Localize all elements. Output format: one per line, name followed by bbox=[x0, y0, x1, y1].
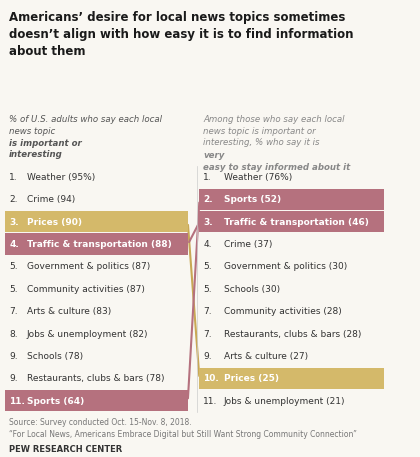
Text: Among those who say each local
news topic is important or
interesting, % who say: Among those who say each local news topi… bbox=[203, 115, 345, 147]
Text: Sports (64): Sports (64) bbox=[26, 397, 84, 406]
Text: 4.: 4. bbox=[203, 240, 212, 249]
FancyBboxPatch shape bbox=[5, 234, 188, 255]
Text: 11.: 11. bbox=[203, 397, 218, 406]
Text: 9.: 9. bbox=[9, 374, 18, 383]
Text: 4.: 4. bbox=[9, 240, 19, 249]
Text: Traffic & transportation (88): Traffic & transportation (88) bbox=[26, 240, 171, 249]
Text: Schools (30): Schools (30) bbox=[223, 285, 280, 294]
Text: Traffic & transportation (46): Traffic & transportation (46) bbox=[223, 218, 368, 227]
Text: Government & politics (30): Government & politics (30) bbox=[223, 262, 347, 271]
Text: Crime (37): Crime (37) bbox=[223, 240, 272, 249]
Text: Government & politics (87): Government & politics (87) bbox=[26, 262, 150, 271]
Text: Weather (76%): Weather (76%) bbox=[223, 173, 292, 182]
Text: 7.: 7. bbox=[203, 307, 212, 316]
Text: is important or
interesting: is important or interesting bbox=[9, 138, 82, 159]
Text: Restaurants, clubs & bars (78): Restaurants, clubs & bars (78) bbox=[26, 374, 164, 383]
Text: PEW RESEARCH CENTER: PEW RESEARCH CENTER bbox=[9, 445, 122, 454]
Text: 5.: 5. bbox=[9, 262, 18, 271]
Text: Restaurants, clubs & bars (28): Restaurants, clubs & bars (28) bbox=[223, 329, 361, 339]
Text: 3.: 3. bbox=[9, 218, 19, 227]
Text: Schools (78): Schools (78) bbox=[26, 352, 83, 361]
FancyBboxPatch shape bbox=[5, 211, 188, 233]
Text: % of U.S. adults who say each local
news topic: % of U.S. adults who say each local news… bbox=[9, 115, 162, 136]
Text: 9.: 9. bbox=[9, 352, 18, 361]
Text: Community activities (28): Community activities (28) bbox=[223, 307, 341, 316]
Text: Crime (94): Crime (94) bbox=[26, 195, 75, 204]
Text: 2.: 2. bbox=[203, 195, 213, 204]
Text: Weather (95%): Weather (95%) bbox=[26, 173, 95, 182]
Text: Americans’ desire for local news topics sometimes
doesn’t align with how easy it: Americans’ desire for local news topics … bbox=[9, 11, 354, 58]
Text: 3.: 3. bbox=[203, 218, 213, 227]
Text: 10.: 10. bbox=[203, 374, 219, 383]
Text: Jobs & unemployment (82): Jobs & unemployment (82) bbox=[26, 329, 148, 339]
Text: 1.: 1. bbox=[9, 173, 18, 182]
Text: 2.: 2. bbox=[9, 195, 18, 204]
Text: 5.: 5. bbox=[9, 285, 18, 294]
Text: 5.: 5. bbox=[203, 262, 212, 271]
Text: Prices (90): Prices (90) bbox=[26, 218, 81, 227]
FancyBboxPatch shape bbox=[200, 189, 384, 210]
Text: 1.: 1. bbox=[203, 173, 212, 182]
FancyBboxPatch shape bbox=[5, 390, 188, 411]
Text: 7.: 7. bbox=[203, 329, 212, 339]
Text: 8.: 8. bbox=[9, 329, 18, 339]
Text: 9.: 9. bbox=[203, 352, 212, 361]
Text: Jobs & unemployment (21): Jobs & unemployment (21) bbox=[223, 397, 345, 406]
Text: Prices (25): Prices (25) bbox=[223, 374, 278, 383]
Text: 7.: 7. bbox=[9, 307, 18, 316]
Text: Source: Survey conducted Oct. 15-Nov. 8, 2018.
“For Local News, Americans Embrac: Source: Survey conducted Oct. 15-Nov. 8,… bbox=[9, 418, 357, 439]
Text: Arts & culture (27): Arts & culture (27) bbox=[223, 352, 307, 361]
Text: Sports (52): Sports (52) bbox=[223, 195, 281, 204]
Text: Arts & culture (83): Arts & culture (83) bbox=[26, 307, 111, 316]
FancyBboxPatch shape bbox=[200, 367, 384, 389]
Text: 11.: 11. bbox=[9, 397, 25, 406]
Text: 5.: 5. bbox=[203, 285, 212, 294]
FancyBboxPatch shape bbox=[200, 211, 384, 233]
Text: very
easy to stay informed about it: very easy to stay informed about it bbox=[203, 151, 351, 172]
Text: Community activities (87): Community activities (87) bbox=[26, 285, 144, 294]
